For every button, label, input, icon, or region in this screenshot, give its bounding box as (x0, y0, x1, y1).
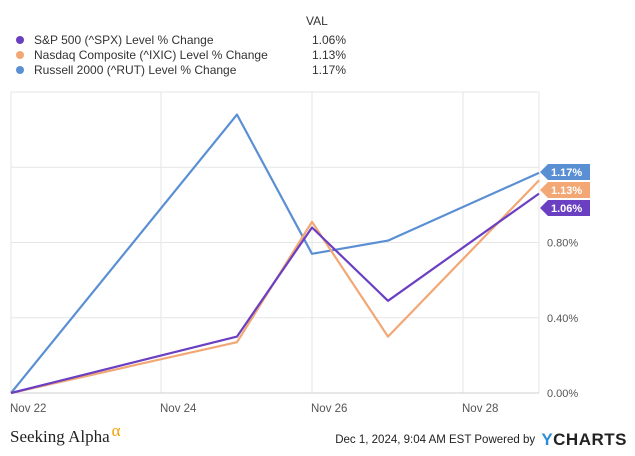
series-line (10, 113, 540, 394)
x-tick-label: Nov 22 (10, 403, 46, 415)
chart-footer: Dec 1, 2024, 9:04 AM EST Powered by YCHA… (335, 430, 627, 450)
legend-dot-icon (16, 66, 24, 74)
legend-item-label: S&P 500 (^SPX) Level % Change (34, 33, 214, 47)
legend-dot-icon (16, 36, 24, 44)
legend-item-value: 1.13% (311, 48, 346, 62)
brand-name: Seeking Alpha (10, 427, 110, 446)
y-tick-label: 0.40% (547, 313, 578, 325)
series-line (10, 192, 540, 395)
end-value-label: 1.13% (551, 185, 582, 197)
timestamp: Dec 1, 2024, 9:04 AM EST (335, 434, 472, 446)
alpha-mark: α (111, 421, 121, 440)
legend-item-value: 1.06% (311, 33, 346, 47)
end-value-tag (540, 182, 590, 198)
x-tick-label: Nov 26 (311, 403, 347, 415)
y-tick-label: 0.80% (547, 238, 578, 250)
ycharts-logo: YCHARTS (541, 430, 627, 449)
end-value-label: 1.17% (551, 167, 582, 179)
legend-item-ixic[interactable]: Nasdaq Composite (^IXIC) Level % Change … (16, 47, 346, 63)
series-line (10, 179, 540, 395)
end-value-tag (540, 200, 590, 216)
end-value-tag (540, 164, 590, 180)
legend-item-label: Nasdaq Composite (^IXIC) Level % Change (34, 48, 268, 62)
legend-dot-icon (16, 51, 24, 59)
end-value-label: 1.06% (551, 203, 582, 215)
legend-item-spx[interactable]: S&P 500 (^SPX) Level % Change 1.06% (16, 32, 346, 48)
legend-value-header: VAL (306, 14, 328, 28)
seeking-alpha-logo: Seeking Alpha α (10, 421, 121, 447)
legend-item-label: Russell 2000 (^RUT) Level % Change (34, 63, 237, 77)
legend-item-value: 1.17% (311, 63, 346, 77)
x-tick-label: Nov 24 (160, 403, 197, 415)
y-tick-label: 0.00% (547, 388, 578, 400)
powered-by-label: Powered by (474, 434, 536, 446)
legend-item-rut[interactable]: Russell 2000 (^RUT) Level % Change 1.17% (16, 62, 346, 78)
x-tick-label: Nov 28 (462, 403, 498, 415)
